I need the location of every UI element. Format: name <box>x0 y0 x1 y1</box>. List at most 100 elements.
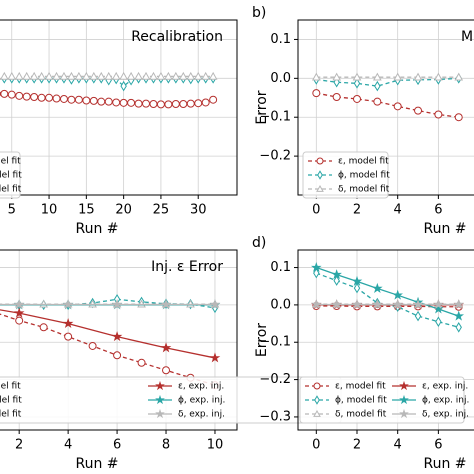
marker <box>453 310 465 321</box>
marker <box>209 352 221 363</box>
marker <box>111 331 123 342</box>
x-tick-label: 2 <box>15 438 23 453</box>
marker <box>186 99 195 108</box>
marker <box>13 298 25 310</box>
x-tick-label: 15 <box>78 203 95 218</box>
legend-label: δ, model fit <box>338 185 390 195</box>
marker <box>194 99 203 108</box>
legend-box <box>302 151 389 199</box>
marker <box>156 100 165 109</box>
marker <box>193 71 203 80</box>
y-tick-label: 0.0 <box>270 297 291 312</box>
marker <box>15 316 24 325</box>
legend-entry: ε, model fit <box>305 382 386 392</box>
marker <box>156 71 166 80</box>
marker <box>134 99 143 108</box>
marker <box>413 72 423 81</box>
legend-label: δ, exp. inj. <box>178 410 225 420</box>
marker <box>453 298 465 310</box>
x-tick-label: 6 <box>434 438 442 453</box>
panel-label: d) <box>252 235 266 251</box>
marker <box>74 95 83 104</box>
x-axis-label: Run # <box>75 456 118 472</box>
marker <box>104 71 114 80</box>
marker <box>314 395 320 405</box>
marker <box>59 71 69 80</box>
marker <box>155 394 165 405</box>
marker <box>372 282 383 293</box>
marker <box>29 71 39 80</box>
marker <box>7 90 16 99</box>
marker <box>67 71 76 80</box>
legend-label: ε, model fit <box>335 382 386 392</box>
marker <box>186 71 196 80</box>
marker <box>120 80 127 92</box>
marker <box>113 351 122 360</box>
marker <box>209 95 218 104</box>
legend-entry: ϕ, model fit <box>305 395 387 406</box>
marker <box>311 261 322 273</box>
y-tick-label: 0.1 <box>270 260 291 275</box>
legend-entry: ϕ, model fit <box>0 171 22 181</box>
axes-frame <box>0 19 238 196</box>
marker <box>414 106 423 115</box>
axes-frame <box>297 249 474 431</box>
series-line <box>0 313 216 386</box>
y-tick-label: −0.2 <box>259 149 291 164</box>
marker <box>171 100 180 108</box>
marker <box>178 71 188 80</box>
plot-area <box>311 261 465 333</box>
marker <box>44 71 54 80</box>
marker <box>149 71 158 80</box>
marker <box>142 99 151 108</box>
x-tick-label: 8 <box>162 438 170 453</box>
legend-entry: ε, exp. inj. <box>392 380 468 392</box>
marker <box>45 93 54 102</box>
x-tick-label: 4 <box>394 203 402 218</box>
marker <box>15 91 24 100</box>
marker <box>353 78 361 89</box>
marker <box>313 409 321 417</box>
marker <box>162 366 171 375</box>
marker <box>127 98 136 107</box>
marker <box>313 267 320 279</box>
marker <box>111 71 121 80</box>
marker <box>22 71 32 80</box>
y-tick-label: −0.3 <box>259 409 291 424</box>
legend-box <box>0 151 21 199</box>
marker <box>316 157 324 165</box>
marker <box>62 298 74 310</box>
marker <box>454 72 464 81</box>
marker <box>137 358 146 367</box>
marker <box>414 310 422 322</box>
marker <box>164 71 173 80</box>
marker <box>52 71 61 80</box>
marker <box>332 72 342 81</box>
marker <box>179 100 188 108</box>
legend-label: δ, exp. inj. <box>422 410 469 420</box>
marker <box>435 316 442 327</box>
x-axis-label: Run # <box>75 221 118 237</box>
y-axis-label: Error <box>254 323 270 357</box>
marker <box>399 408 409 419</box>
marker <box>455 322 462 333</box>
legend-label: ϕ, model fit <box>338 171 390 181</box>
legend-label: ε, model fit <box>0 157 21 167</box>
legend-entry: ε, model fit <box>0 382 21 392</box>
legend-label: ϕ, exp. inj. <box>422 396 469 406</box>
marker <box>22 92 31 101</box>
x-tick-label: 4 <box>64 438 72 453</box>
marker <box>134 71 143 80</box>
marker <box>30 93 39 101</box>
legend-entry: ϕ, model fit <box>308 170 390 181</box>
marker <box>353 282 361 294</box>
marker <box>88 341 97 350</box>
marker <box>351 298 363 310</box>
x-tick-label: 20 <box>115 203 132 218</box>
legend-entry: ϕ, exp. inj. <box>392 394 469 406</box>
panel-title: M <box>461 29 473 45</box>
marker <box>82 96 91 105</box>
marker <box>392 298 403 310</box>
legend-label: ϕ, model fit <box>0 171 22 181</box>
marker <box>52 94 61 103</box>
